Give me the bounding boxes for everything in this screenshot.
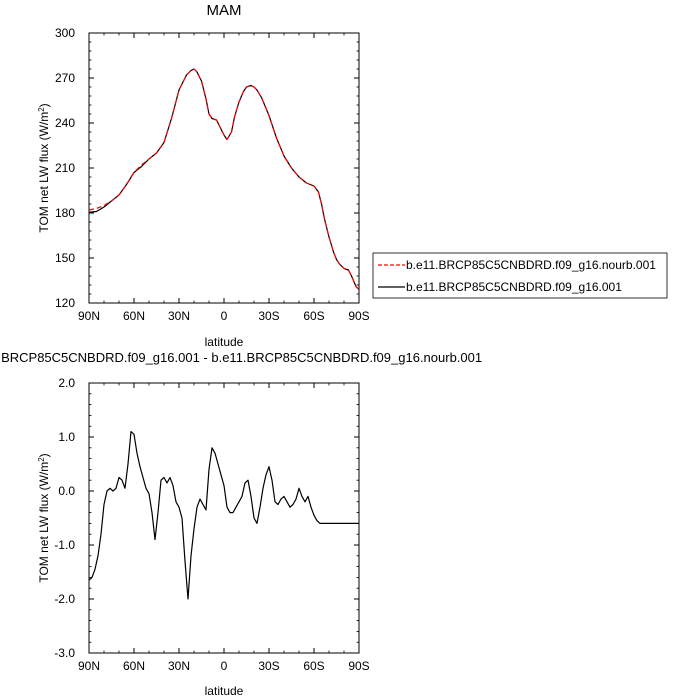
bottom-plot-frame bbox=[88, 382, 360, 654]
legend-box bbox=[372, 252, 668, 299]
bottom-series-group bbox=[88, 431, 359, 600]
bottom-y-tick-label: -2.0 bbox=[54, 592, 75, 606]
top-x-tick-label: 30S bbox=[258, 309, 279, 323]
bottom-chart-title: b.e11.BRCP85C5CNBDRD.f09_g16.001 - b.e11… bbox=[0, 350, 482, 365]
top-y-tick-label: 150 bbox=[55, 251, 75, 265]
top-x-axis-label: latitude bbox=[205, 335, 244, 349]
top-y-tick-label: 240 bbox=[55, 116, 75, 130]
top-series-line-1 bbox=[88, 68, 360, 290]
top-x-tick-label: 90N bbox=[78, 309, 100, 323]
bottom-series-line-0 bbox=[88, 431, 359, 600]
top-x-tick-label: 90S bbox=[348, 309, 369, 323]
top-series-line-0 bbox=[88, 68, 360, 290]
legend-label-nourb: b.e11.BRCP85C5CNBDRD.f09_g16.nourb.001 bbox=[406, 258, 656, 272]
bottom-x-tick-label: 30S bbox=[258, 659, 279, 673]
top-y-tick-label: 180 bbox=[55, 206, 75, 220]
top-y-tick-label: 270 bbox=[55, 71, 75, 85]
top-y-tick-label: 120 bbox=[55, 296, 75, 310]
top-axis-ticks bbox=[88, 32, 360, 304]
top-chart-title: MAM bbox=[207, 2, 242, 19]
top-plot-frame bbox=[88, 32, 360, 304]
top-y-axis-label: TOM net LW flux (W/m2) bbox=[37, 103, 52, 232]
top-x-tick-label: 60N bbox=[123, 309, 145, 323]
top-series-group bbox=[88, 68, 360, 290]
top-panel: MAM 90N 60N 30N 0 30S 60S 90S 120 150 180 210 240 27… bbox=[37, 2, 668, 349]
bottom-y-tick-label: -3.0 bbox=[54, 646, 75, 660]
bottom-x-tick-label: 0 bbox=[221, 659, 228, 673]
top-tick-labels: 90N 60N 30N 0 30S 60S 90S 120 150 180 210 240 270 300 bbox=[55, 26, 370, 323]
bottom-y-axis-label: TOM net LW flux (W/m2) bbox=[37, 453, 52, 582]
bottom-y-tick-label: -1.0 bbox=[54, 538, 75, 552]
bottom-y-tick-label: 0.0 bbox=[58, 484, 75, 498]
top-x-tick-label: 0 bbox=[221, 309, 228, 323]
bottom-x-tick-label: 90S bbox=[348, 659, 369, 673]
bottom-x-axis-label: latitude bbox=[205, 684, 244, 698]
bottom-axis-ticks bbox=[88, 382, 360, 654]
bottom-panel: b.e11.BRCP85C5CNBDRD.f09_g16.001 - b.e11… bbox=[0, 350, 482, 698]
top-x-tick-label: 60S bbox=[303, 309, 324, 323]
bottom-tick-labels: 90N 60N 30N 0 30S 60S 90S -3.0 -2.0 -1.0 0.0 1.0 2.0 bbox=[54, 376, 369, 673]
top-y-tick-label: 300 bbox=[55, 26, 75, 40]
bottom-x-tick-label: 60N bbox=[123, 659, 145, 673]
bottom-x-tick-label: 30N bbox=[168, 659, 190, 673]
bottom-y-tick-label: 1.0 bbox=[58, 430, 75, 444]
legend-label-control: b.e11.BRCP85C5CNBDRD.f09_g16.001 bbox=[406, 280, 622, 294]
top-x-tick-label: 30N bbox=[168, 309, 190, 323]
bottom-y-tick-label: 2.0 bbox=[58, 376, 75, 390]
bottom-x-tick-label: 60S bbox=[303, 659, 324, 673]
bottom-x-tick-label: 90N bbox=[78, 659, 100, 673]
legend: b.e11.BRCP85C5CNBDRD.f09_g16.nourb.001 b… bbox=[372, 252, 668, 299]
top-y-tick-label: 210 bbox=[55, 161, 75, 175]
